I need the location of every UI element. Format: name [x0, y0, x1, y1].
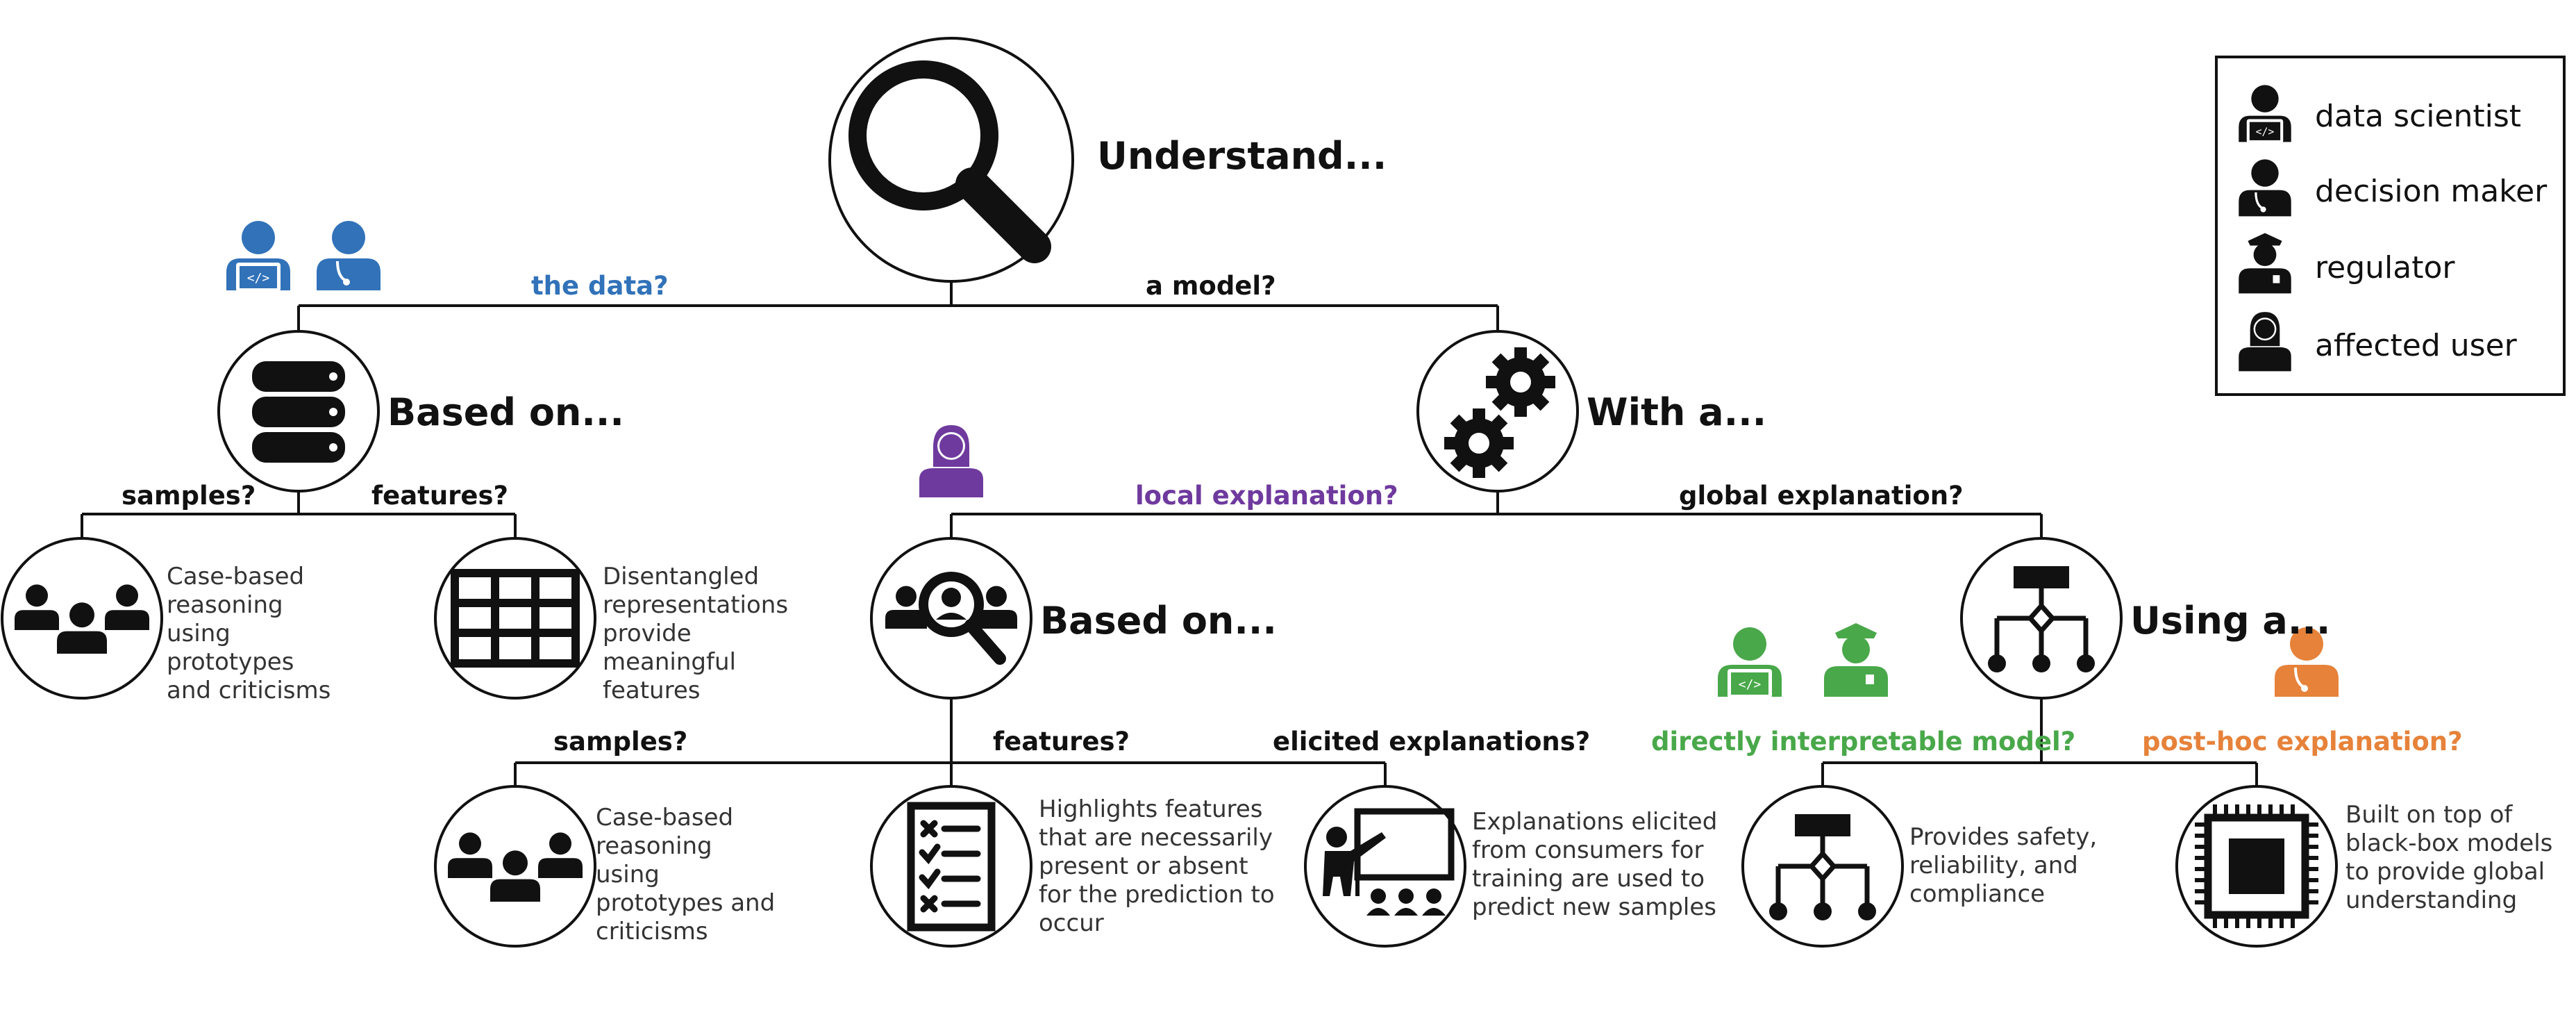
- interpretable-question: directly interpretable model?: [1651, 727, 2076, 756]
- data-scientist-icon: </>: [226, 221, 290, 292]
- data-features-circle: [434, 537, 596, 700]
- teacher-board-icon: [1323, 808, 1455, 916]
- model-question: a model?: [1146, 271, 1276, 301]
- model-node-label: With a...: [1587, 390, 1767, 434]
- data-scientist-icon: </>: [1718, 627, 1782, 698]
- svg-text:</>: </>: [2256, 126, 2275, 138]
- legend-decision-maker-icon: [2239, 159, 2291, 217]
- magnifier-icon: [848, 60, 1051, 263]
- interpretable-description: Provides safety, reliability, and compli…: [1909, 823, 2098, 908]
- global-node-label: Using a...: [2130, 599, 2331, 643]
- posthoc-question: post-hoc explanation?: [2142, 727, 2463, 756]
- regulator-icon: [1824, 623, 1888, 697]
- local-elicited-description: Explanations elicited from consumers for…: [1472, 808, 1718, 921]
- checklist-icon: [907, 802, 996, 932]
- root-label: Understand...: [1097, 134, 1387, 178]
- affected-user-icon: [919, 425, 983, 497]
- grid-table-icon: [451, 569, 580, 668]
- local-node-label: Based on...: [1040, 599, 1277, 643]
- legend-label-data-scientist: data scientist: [2315, 99, 2522, 134]
- legend-data-scientist-icon: </>: [2239, 85, 2291, 143]
- svg-text:</>: </>: [1739, 677, 1762, 692]
- legend-label-decision-maker: decision maker: [2315, 174, 2548, 209]
- tree-connectors: [81, 278, 2258, 788]
- data-features-description: Disentangled representations provide mea…: [603, 563, 789, 704]
- flowchart-icon: [1769, 814, 1876, 920]
- group-search-icon: [885, 572, 1017, 665]
- decision-maker-icon: [317, 221, 380, 290]
- local-samples-question: samples?: [553, 727, 688, 756]
- local-features-description: Highlights features that are necessarily…: [1039, 795, 1275, 937]
- data-question: the data?: [531, 271, 669, 301]
- database-icon: [252, 361, 345, 463]
- global-question: global explanation?: [1679, 481, 1964, 511]
- local-features-question: features?: [993, 727, 1130, 756]
- local-elicited-question: elicited explanations?: [1273, 727, 1591, 756]
- chip-icon: [2195, 804, 2318, 928]
- legend-affected-user-icon: [2239, 312, 2291, 372]
- decision-maker-icon: [2275, 627, 2339, 697]
- local-samples-description: Case-based reasoning using prototypes an…: [596, 804, 776, 945]
- legend-label-affected-user: affected user: [2315, 328, 2517, 363]
- data-samples-description: Case-based reasoning using prototypes an…: [167, 563, 331, 704]
- svg-text:</>: </>: [247, 271, 270, 286]
- posthoc-description: Built on top of black-box models to prov…: [2345, 801, 2553, 914]
- legend: data scientist decision maker regulator …: [2215, 56, 2566, 396]
- flowchart-icon: [1988, 566, 2095, 672]
- legend-label-regulator: regulator: [2315, 250, 2455, 286]
- legend-regulator-icon: [2239, 233, 2291, 294]
- local-features-circle: [870, 785, 1032, 948]
- data-features-question: features?: [371, 481, 509, 511]
- gears-icon: [1444, 347, 1555, 478]
- data-samples-question: samples?: [122, 481, 256, 511]
- data-node-label: Based on...: [387, 390, 624, 434]
- local-question: local explanation?: [1135, 481, 1398, 511]
- local-elicited-circle: [1304, 785, 1466, 948]
